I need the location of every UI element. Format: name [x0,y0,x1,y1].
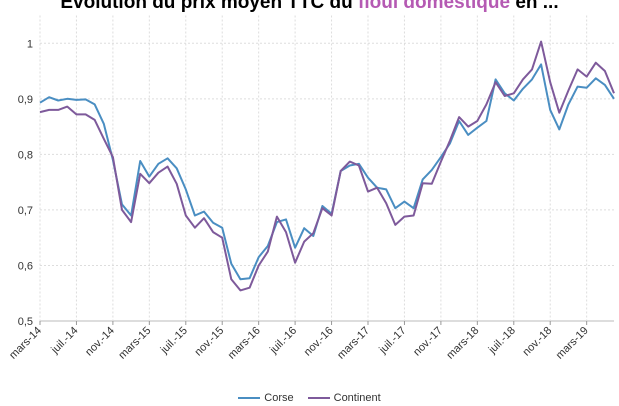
series-line-continent [39,40,615,292]
x-tick-label: juil.-18 [486,325,518,357]
series-line-corse [39,63,615,281]
chart-title: Évolution du prix moyen TTC du fioul dom… [0,0,619,17]
x-tick-label: nov.-14 [83,325,117,359]
x-tick-label: mars-17 [335,325,372,362]
y-tick-label: 0,8 [18,149,33,161]
x-tick-label: juil.-16 [267,325,299,357]
x-tick-label: nov.-18 [520,325,554,359]
legend-item-continent[interactable]: Continent [307,392,381,404]
y-tick-label: 0,5 [18,316,33,328]
legend: Corse Continent [0,390,619,406]
legend-item-corse[interactable]: Corse [238,392,294,404]
x-tick-label: juil.-14 [48,325,80,357]
y-axis: 0,5 0,6 0,7 0,8 0,9 1 [18,38,33,328]
x-tick-label: mars-19 [554,325,591,362]
legend-label-continent: Continent [333,392,381,404]
legend-label-corse: Corse [264,392,294,404]
line-chart: 0,50,60,70,80,91 mars-14 juil.-14 nov.-14 m… [7,15,615,362]
legend-swatch-corse [238,397,261,399]
title-suffix: en ... [510,0,559,13]
x-tick-label: nov.-17 [411,325,445,359]
series-lines [39,40,615,292]
x-axis: mars-14 juil.-14 nov.-14 mars-15 juil.-15 nov… [7,321,591,362]
x-tick-label: mars-14 [7,325,44,362]
legend-swatch-continent [307,397,330,399]
x-tick-label: mars-18 [444,325,481,362]
x-tick-label: mars-15 [116,325,153,362]
x-tick-label: nov.-15 [192,325,226,359]
title-prefix: Évolution du prix moyen TTC du [60,0,359,13]
x-tick-label: juil.-17 [376,325,408,357]
y-tick-label: 0,9 [18,94,33,106]
x-tick-label: mars-16 [226,325,263,362]
y-tick-label: 0,7 [18,205,33,217]
y-tick-label: 1 [27,38,33,50]
y-tick-label: 0,6 [18,260,33,272]
gridlines [39,15,614,322]
x-tick-label: juil.-15 [158,325,190,357]
x-tick-label: nov.-16 [302,325,336,359]
title-highlight: fioul domestique [358,0,511,13]
